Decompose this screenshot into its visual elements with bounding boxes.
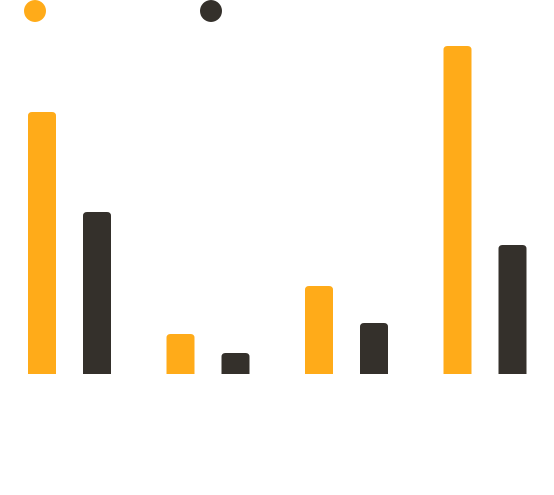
bar — [443, 46, 472, 374]
bar — [360, 323, 388, 374]
bar — [498, 245, 527, 374]
bar — [166, 334, 195, 374]
bar — [305, 286, 333, 374]
bar — [221, 353, 250, 374]
bar — [83, 212, 111, 374]
bar — [28, 112, 56, 374]
legend-marker — [200, 0, 222, 22]
legend-marker — [24, 0, 46, 22]
